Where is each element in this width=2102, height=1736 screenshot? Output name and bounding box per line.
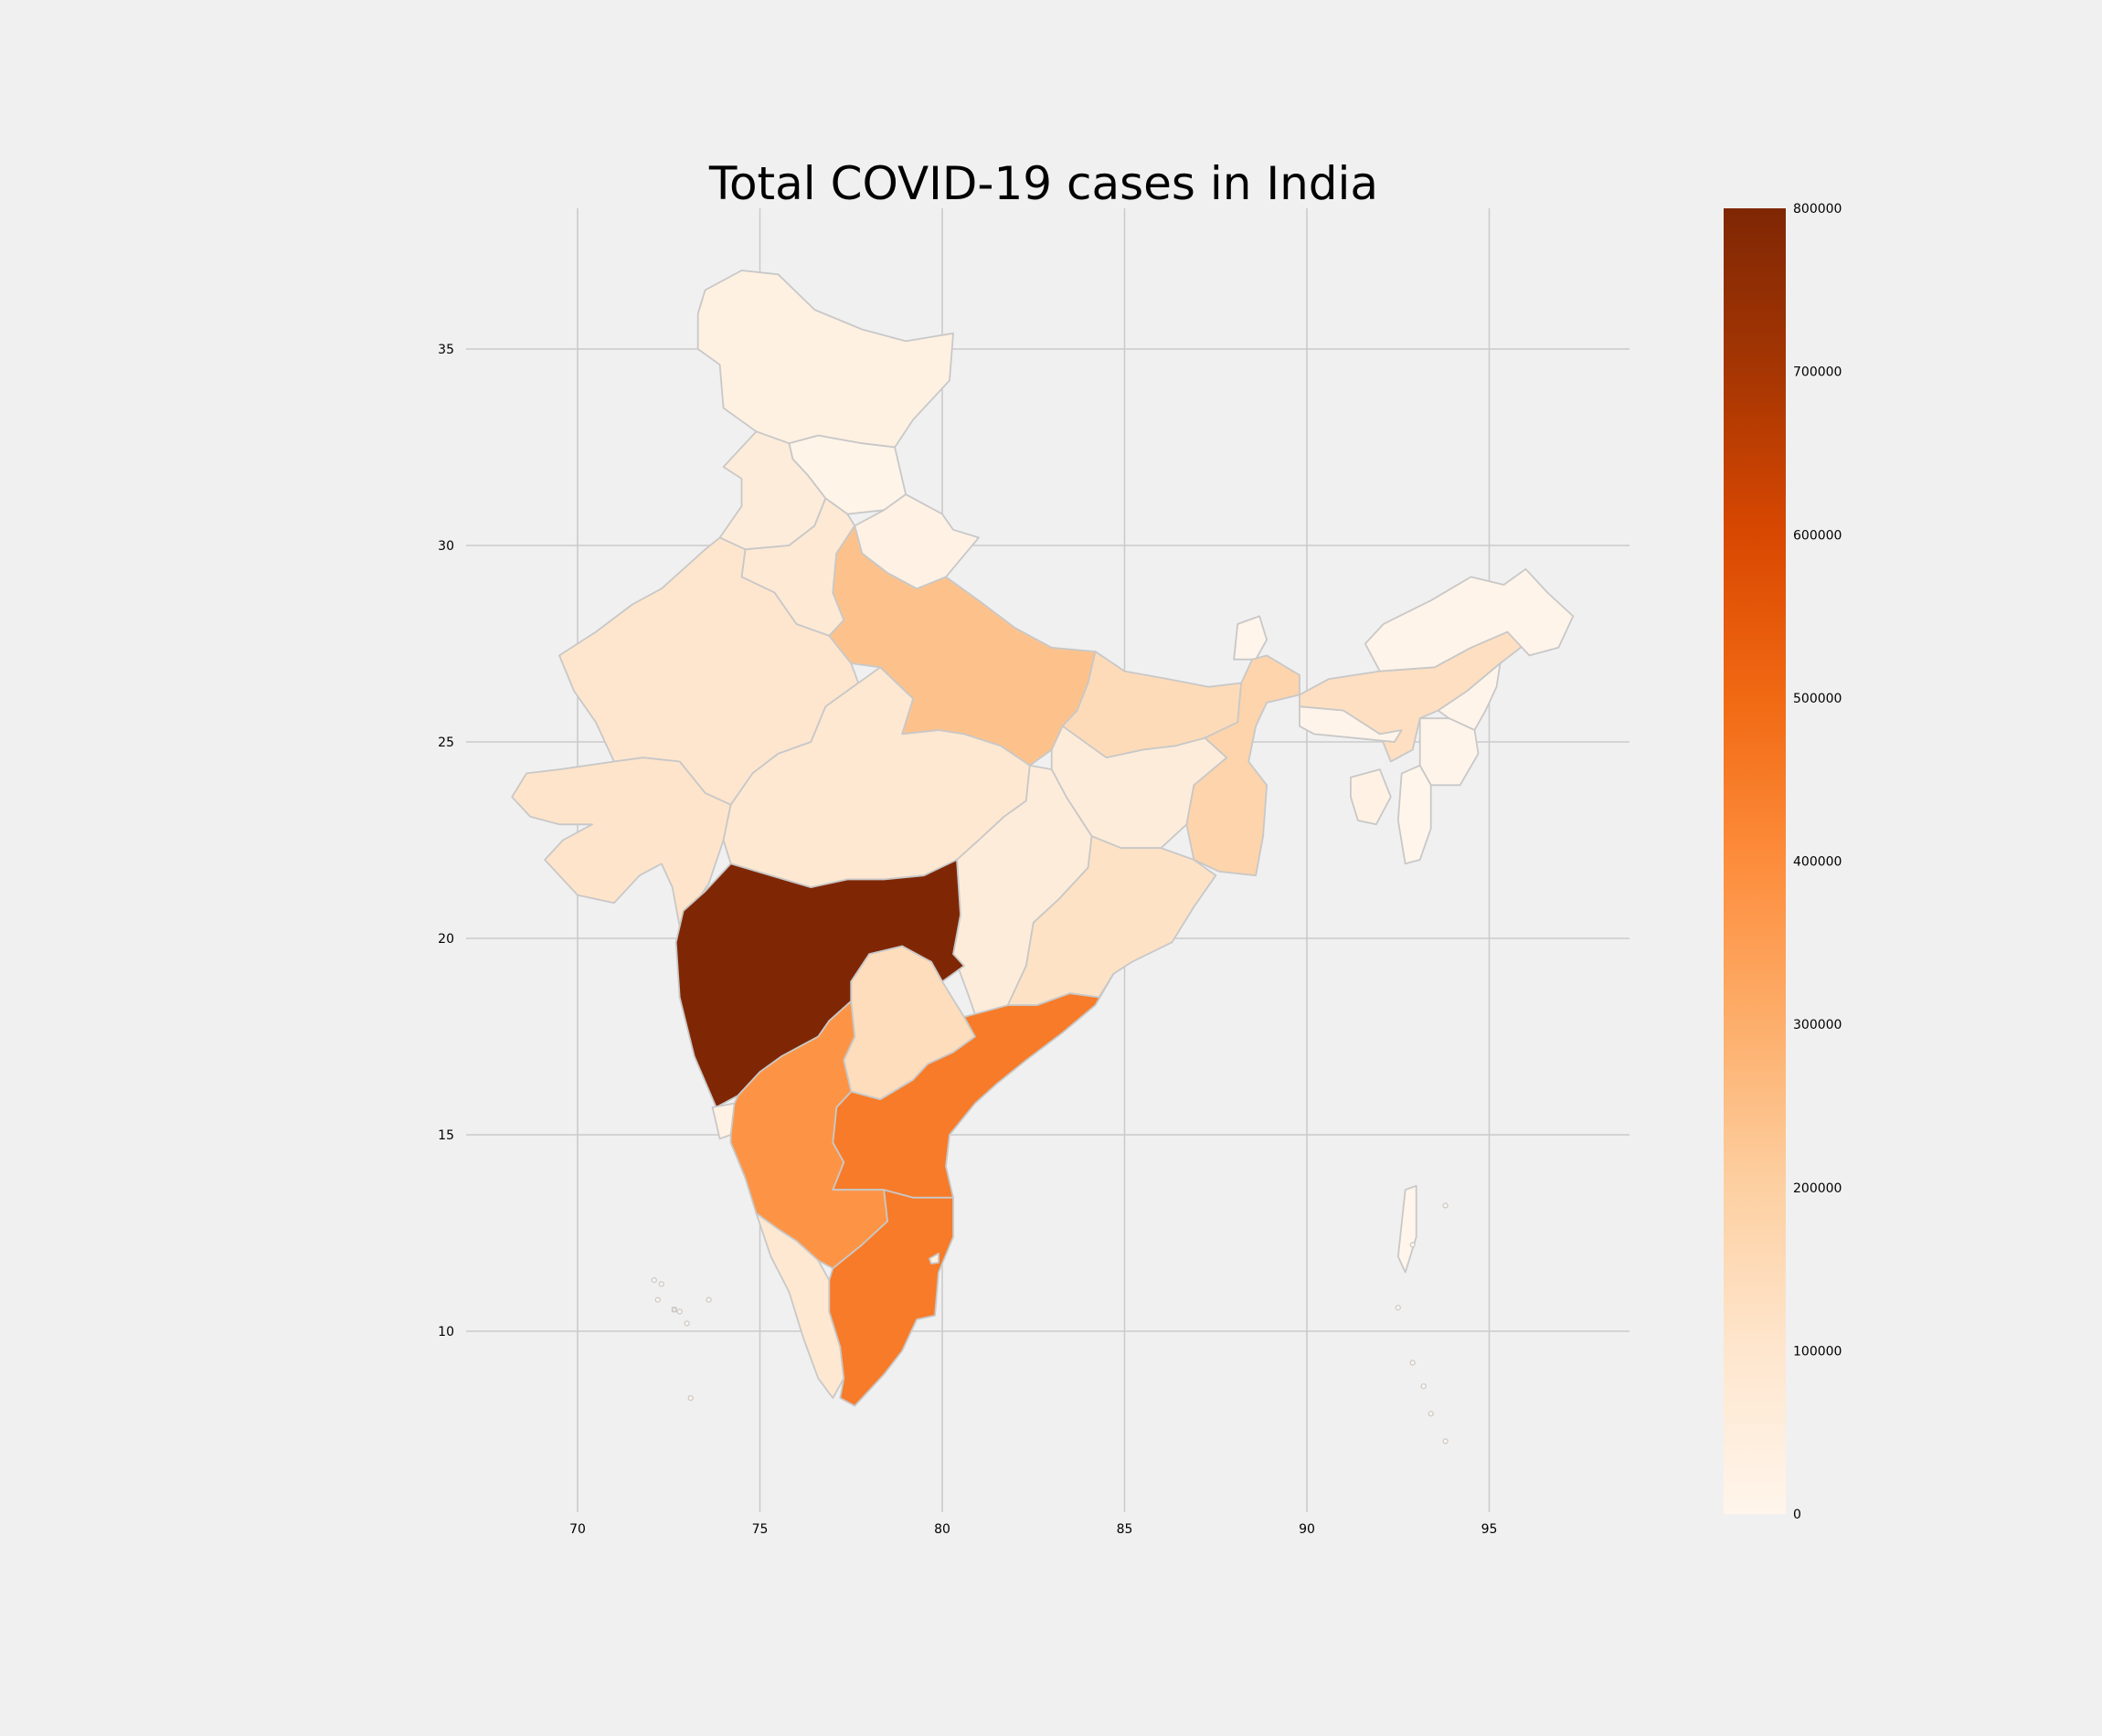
x-tick-label: 90 — [1299, 1522, 1315, 1537]
x-tick-labels: 70 75 80 85 90 95 — [569, 1522, 1497, 1537]
island-mark — [706, 1297, 712, 1303]
colorbar-tick-label: 800000 — [1793, 202, 1842, 217]
colorbar-tick-label: 500000 — [1793, 692, 1842, 706]
region-tripura — [1350, 768, 1392, 826]
region-uttar-pradesh — [828, 524, 1097, 767]
colorbar-tick-label: 200000 — [1793, 1181, 1842, 1196]
region-manipur — [1418, 717, 1480, 787]
island-mark — [687, 1394, 694, 1402]
region-mizoram — [1396, 764, 1432, 865]
island-mark — [658, 1281, 664, 1287]
colorbar-tick-label: 0 — [1793, 1508, 1801, 1522]
colorbar-gradient — [1724, 208, 1786, 1514]
x-tick-label: 75 — [752, 1522, 769, 1537]
colorbar-tick-label: 600000 — [1793, 528, 1842, 543]
colorbar-tick-label: 100000 — [1793, 1344, 1842, 1359]
island-mark — [684, 1320, 690, 1327]
island-mark — [651, 1276, 657, 1284]
island-mark — [654, 1297, 661, 1303]
region-odisha — [1006, 835, 1217, 1006]
x-tick-label: 70 — [569, 1522, 586, 1537]
region-puducherry — [929, 1253, 940, 1265]
island-mark — [1442, 1202, 1449, 1209]
region-lakshadweep — [671, 1307, 677, 1313]
x-tick-label: 80 — [934, 1522, 950, 1537]
region-jammu-and-kashmir — [696, 270, 954, 449]
island-mark — [1409, 1360, 1416, 1366]
y-tick-label: 10 — [438, 1325, 454, 1339]
y-tick-label: 20 — [438, 932, 454, 947]
colorbar-tick-label: 700000 — [1793, 365, 1842, 380]
state-regions — [511, 270, 1575, 1407]
chart-title: Total COVID-19 cases in India — [708, 157, 1378, 210]
y-tick-labels: 10 15 20 25 30 35 — [438, 343, 454, 1339]
region-nagaland — [1437, 662, 1502, 731]
y-tick-label: 25 — [438, 736, 454, 750]
island-mark — [676, 1308, 683, 1315]
region-tamil-nadu — [828, 1189, 954, 1407]
y-tick-label: 35 — [438, 343, 454, 357]
island-mark — [1420, 1383, 1427, 1390]
region-meghalaya — [1299, 705, 1403, 743]
island-mark — [1409, 1242, 1416, 1248]
region-andaman-and-nicobar-islands — [1396, 1185, 1417, 1274]
colorbar: 0 100000 200000 300000 400000 500000 600000 700… — [1724, 202, 1842, 1522]
y-tick-label: 15 — [438, 1128, 454, 1143]
region-arunachal-pradesh — [1364, 567, 1575, 672]
colorbar-tick-label: 400000 — [1793, 855, 1842, 870]
island-mark — [1428, 1411, 1434, 1417]
region-goa — [711, 1102, 736, 1140]
region-sikkim — [1233, 615, 1268, 661]
island-mark — [1395, 1305, 1401, 1311]
island-outlines — [651, 1202, 1449, 1445]
y-tick-label: 30 — [438, 539, 454, 554]
colorbar-tick-label: 300000 — [1793, 1018, 1842, 1032]
island-mark — [1442, 1438, 1449, 1445]
x-tick-label: 85 — [1117, 1522, 1133, 1537]
x-tick-label: 95 — [1481, 1522, 1498, 1537]
